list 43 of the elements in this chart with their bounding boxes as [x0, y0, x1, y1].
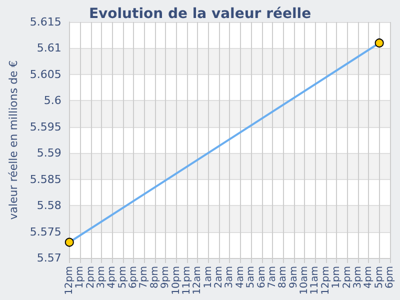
y-tick-label: 5.575 [30, 225, 62, 238]
x-tick-label: 1pm [74, 266, 86, 288]
x-tick-label: 12pm [64, 266, 75, 295]
x-tick-label: 9pm [160, 266, 172, 288]
x-tick-label: 12pm [320, 266, 332, 295]
y-tick-label: 5.59 [36, 146, 62, 160]
y-axis-title: valeur réelle en millions de € [7, 60, 20, 220]
x-tick-label: 12am [192, 266, 204, 295]
y-tick-label: 5.605 [30, 68, 62, 81]
x-tick-label: 8pm [149, 266, 160, 288]
x-tick-label: 4pm [363, 266, 374, 288]
x-tick-label: 10am [299, 266, 310, 295]
x-tick-label: 10pm [170, 266, 182, 295]
x-tick-label: 3pm [96, 266, 107, 288]
x-tick-label: 3pm [352, 266, 364, 288]
x-tick-label: 7am [266, 266, 278, 288]
x-tick-label: 2am [214, 266, 225, 288]
x-tick-label: 11pm [181, 266, 192, 295]
x-tick-label: 5pm [374, 266, 385, 288]
y-tick-label: 5.57 [36, 252, 62, 264]
x-tick-label: 8am [278, 266, 289, 288]
x-tick-label: 2pm [85, 266, 96, 288]
x-tick-label: 7pm [138, 266, 150, 288]
y-tick-label: 5.585 [30, 172, 62, 186]
y-tick-label: 5.61 [36, 42, 62, 55]
y-tick-label: 5.58 [36, 199, 62, 212]
x-tick-label: 1pm [331, 266, 342, 288]
x-tick-label: 5am [246, 266, 257, 288]
x-tick-label: 9am [288, 266, 300, 288]
x-tick-label: 6pm [384, 266, 396, 288]
x-tick-label: 5pm [117, 266, 128, 288]
chart-title: Evolution de la valeur réelle [88, 6, 312, 22]
y-tick-label: 5.595 [30, 120, 62, 134]
x-tick-label: 11am [310, 266, 321, 295]
y-tick-label: 5.6 [44, 94, 62, 108]
x-tick-label: 6pm [128, 266, 140, 288]
x-tick-label: 3am [224, 266, 236, 288]
x-tick-label: 2pm [342, 266, 353, 288]
x-tick-label: 1am [202, 266, 214, 288]
y-tick-label: 5.615 [30, 16, 62, 28]
x-tick-label: 4pm [106, 266, 118, 288]
x-tick-label: 6am [256, 266, 268, 288]
x-tick-label: 4am [234, 266, 246, 288]
